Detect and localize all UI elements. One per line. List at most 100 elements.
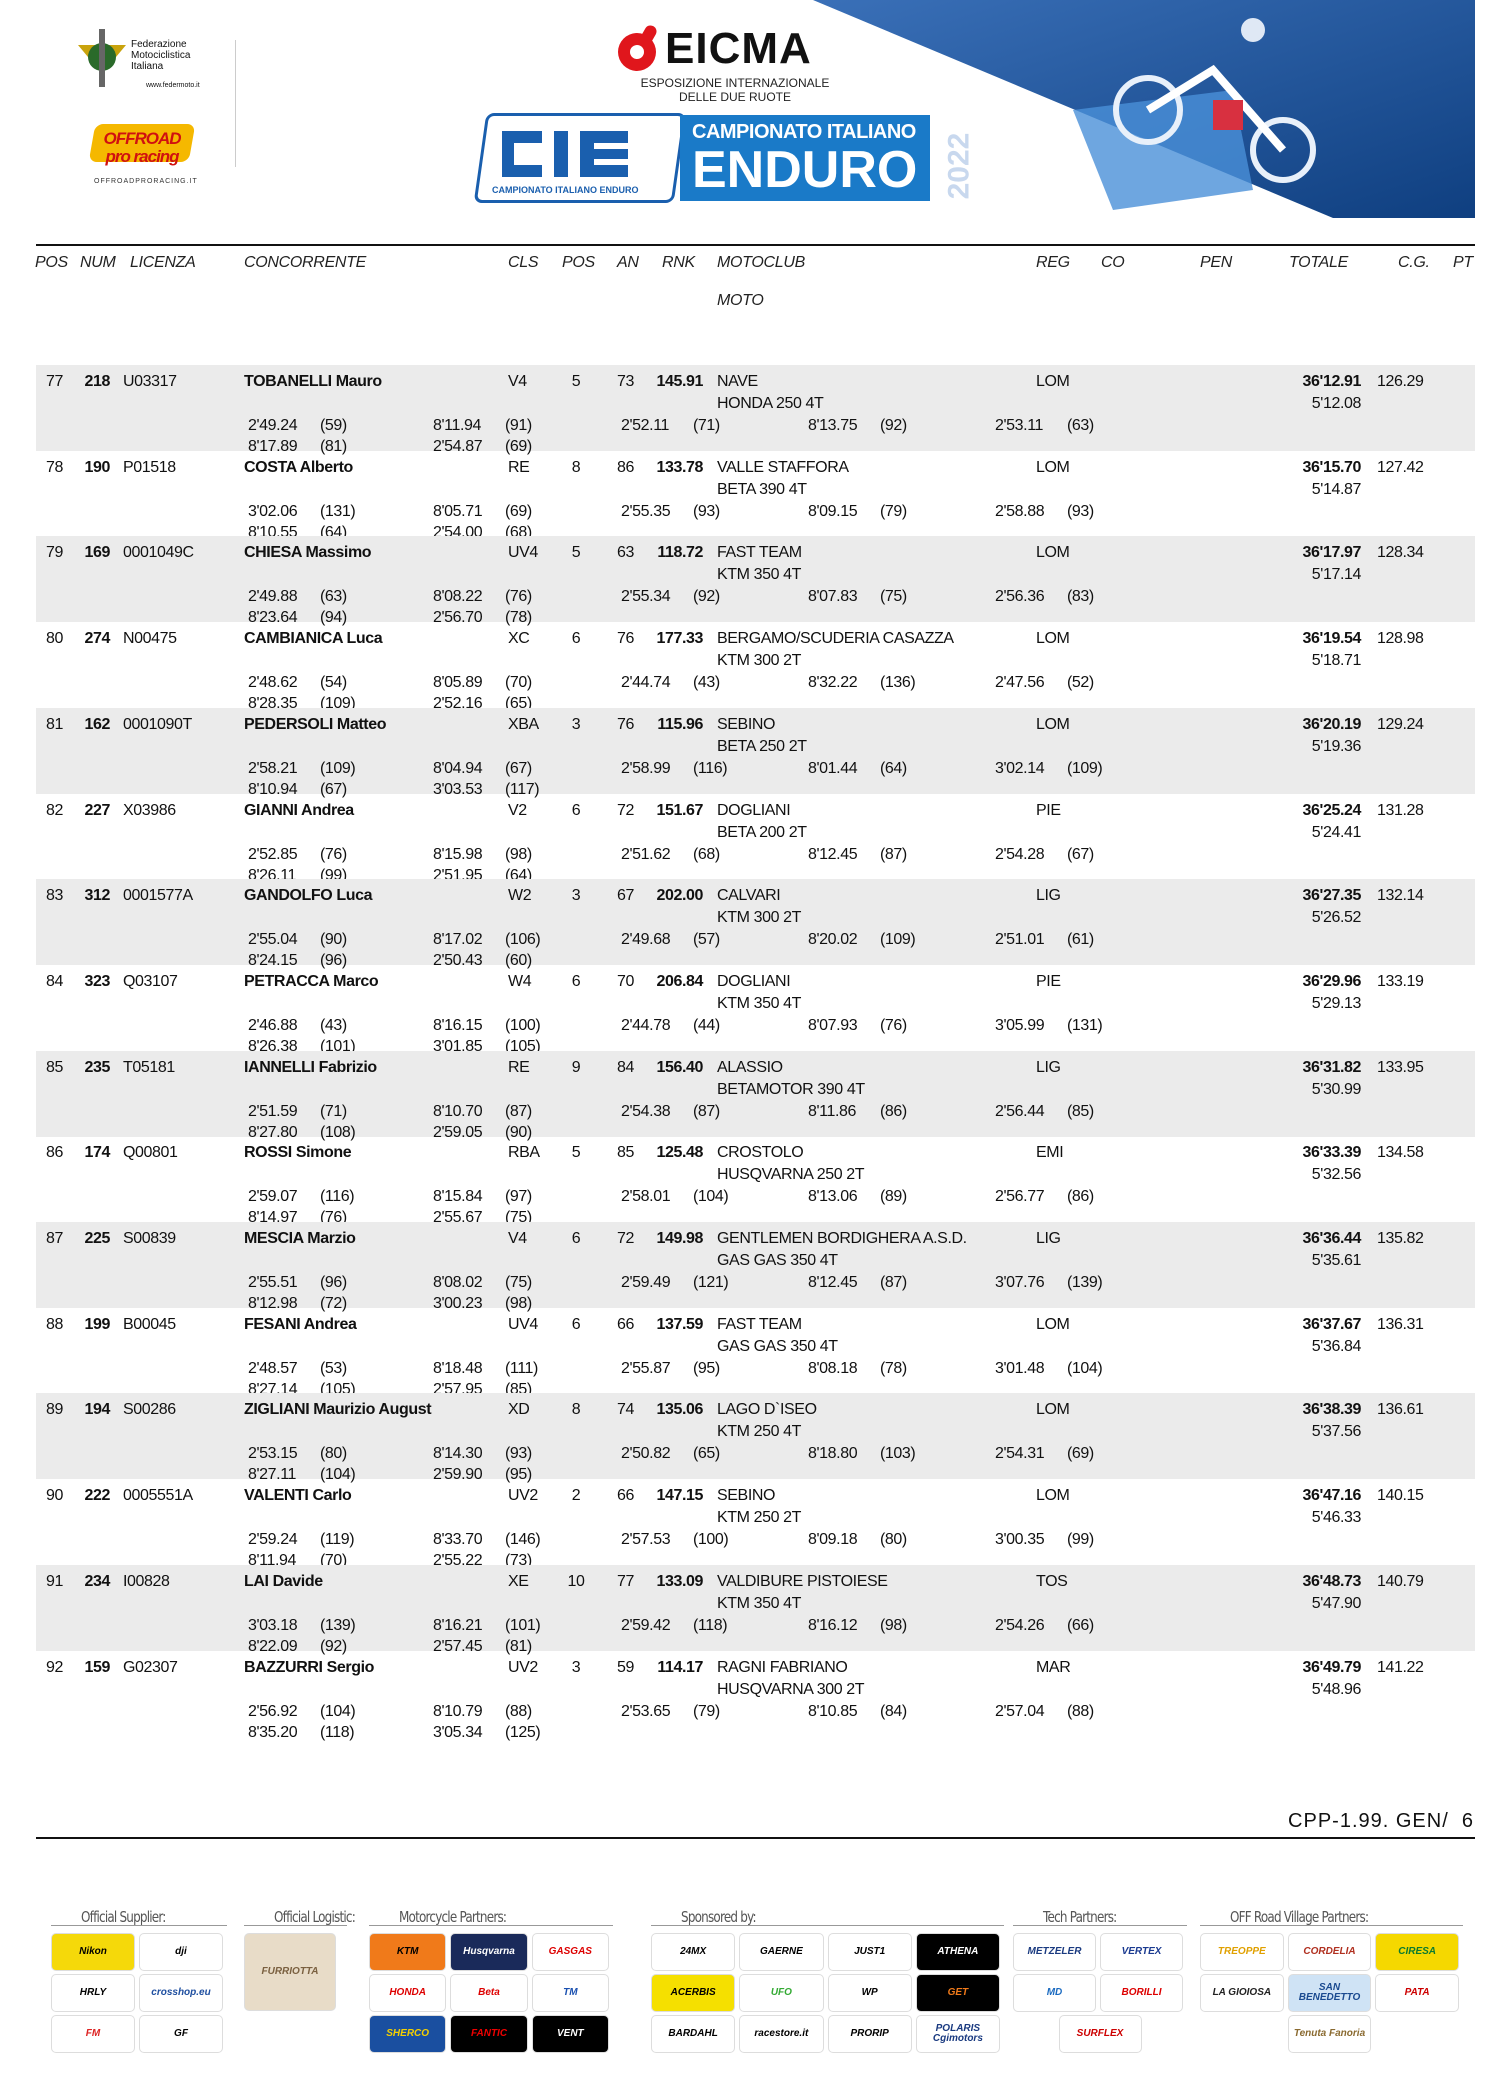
sponsor-logo: POLARIS Cgimotors bbox=[915, 2015, 1000, 2053]
license: B00045 bbox=[123, 1315, 176, 1333]
split-rank: (67) bbox=[1067, 845, 1094, 863]
motoclub: RAGNI FABRIANO bbox=[717, 1658, 848, 1676]
cie-title1: CAMPIONATO ITALIANO bbox=[692, 121, 916, 143]
split-rank: (89) bbox=[880, 1188, 907, 1206]
split-rank: (125) bbox=[505, 1723, 541, 1741]
split-time: 8'12.45 bbox=[808, 1274, 858, 1291]
split-rank: (80) bbox=[880, 1531, 907, 1549]
ranking: 133.78 bbox=[656, 458, 703, 476]
header-rule bbox=[36, 244, 1475, 246]
table-row: 77 218 U03317 TOBANELLI Mauro V4 5 73 145.91 NAV… bbox=[36, 365, 1475, 455]
year: 66 bbox=[617, 1487, 634, 1505]
year: 67 bbox=[617, 887, 634, 905]
ranking: 137.59 bbox=[656, 1315, 703, 1333]
sponsor-logo: Husqvarna bbox=[450, 1933, 528, 1971]
year: 76 bbox=[617, 715, 634, 733]
offroad-url: OFFROADPRORACING.IT bbox=[94, 178, 198, 185]
col-cls: CLS bbox=[508, 254, 539, 271]
sponsor-logo: GF bbox=[139, 2015, 223, 2053]
motorcycle: KTM 350 4T bbox=[717, 566, 802, 584]
split-time: 2'53.15 bbox=[248, 1445, 298, 1463]
class: V4 bbox=[508, 373, 527, 390]
fmi-emblem-icon bbox=[78, 29, 126, 87]
sponsor-logo: FM bbox=[51, 2015, 135, 2053]
class-position: 5 bbox=[571, 373, 581, 390]
split-time: 8'17.89 bbox=[248, 438, 298, 455]
class: UV2 bbox=[508, 1487, 538, 1505]
eicma-line2: DELLE DUE RUOTE bbox=[678, 90, 792, 104]
rider-name: ZIGLIANI Maurizio August bbox=[244, 1401, 432, 1419]
position: 80 bbox=[46, 630, 63, 648]
split-time: 8'09.15 bbox=[808, 502, 858, 520]
split-time: 8'07.93 bbox=[808, 1016, 858, 1034]
split-time: 3'03.53 bbox=[433, 780, 483, 798]
class: XE bbox=[508, 1572, 529, 1590]
split-rank: (131) bbox=[320, 502, 356, 520]
split-rank: (90) bbox=[320, 931, 347, 949]
sponsor-logo: FURRIOTTA bbox=[244, 1933, 336, 2011]
split-rank: (69) bbox=[1067, 1445, 1094, 1463]
ranking: 145.91 bbox=[656, 373, 703, 390]
split-time: 2'58.01 bbox=[621, 1188, 671, 1206]
license: 0001577A bbox=[123, 887, 193, 905]
split-rank: (71) bbox=[693, 417, 720, 434]
table-row: 84 323 Q03107 PETRACCA Marco W4 6 70 206.84 DOGL… bbox=[36, 965, 1475, 1055]
license: 0001090T bbox=[123, 715, 192, 733]
sponsor-logo: dji bbox=[139, 1933, 223, 1971]
position: 85 bbox=[46, 1058, 63, 1076]
gap-time: 5'12.08 bbox=[1311, 395, 1362, 412]
split-rank: (92) bbox=[693, 588, 720, 606]
year: 86 bbox=[617, 458, 634, 476]
race-number: 190 bbox=[84, 458, 111, 476]
class-position: 6 bbox=[571, 1315, 581, 1333]
sponsor-group-title: Motorcycle Partners: bbox=[399, 1908, 507, 1926]
split-rank: (100) bbox=[505, 1016, 541, 1034]
split-rank: (101) bbox=[505, 1616, 541, 1634]
sponsor-logo: LA GIOIOSA bbox=[1200, 1974, 1284, 2012]
class-position: 6 bbox=[571, 972, 581, 990]
motoclub: SEBINO bbox=[717, 1487, 776, 1505]
total-time: 36'19.54 bbox=[1302, 630, 1362, 648]
table-row: 85 235 T05181 IANNELLI Fabrizio RE 9 84 156.40 A… bbox=[36, 1050, 1475, 1141]
split-rank: (87) bbox=[880, 1274, 907, 1291]
split-rank: (76) bbox=[320, 845, 347, 863]
total-time: 36'17.97 bbox=[1302, 544, 1362, 562]
split-time: 8'08.18 bbox=[808, 1359, 858, 1377]
motoclub: SEBINO bbox=[717, 715, 776, 733]
table-row: 80 274 N00475 CAMBIANICA Luca XC 6 76 177.33 BER… bbox=[36, 622, 1475, 712]
region: TOS bbox=[1036, 1572, 1068, 1590]
split-rank: (43) bbox=[693, 674, 720, 692]
class: UV4 bbox=[508, 1315, 538, 1333]
split-rank: (53) bbox=[320, 1359, 347, 1377]
total-time: 36'49.79 bbox=[1302, 1658, 1362, 1676]
split-rank: (103) bbox=[880, 1445, 916, 1463]
split-time: 8'13.06 bbox=[808, 1188, 858, 1206]
race-number: 169 bbox=[84, 544, 111, 562]
motorcycle: BETA 250 2T bbox=[717, 737, 807, 755]
split-rank: (91) bbox=[505, 417, 532, 434]
split-rank: (87) bbox=[880, 845, 907, 863]
motorcycle: GAS GAS 350 4T bbox=[717, 1337, 838, 1355]
split-time: 2'52.11 bbox=[621, 417, 670, 434]
rider-name: FESANI Andrea bbox=[244, 1315, 357, 1333]
ranking: 125.48 bbox=[656, 1144, 703, 1162]
cg-points: 128.34 bbox=[1377, 544, 1424, 562]
split-time: 8'12.45 bbox=[808, 845, 858, 863]
sponsor-logo: racestore.it bbox=[739, 2015, 824, 2053]
split-rank: (69) bbox=[505, 438, 532, 455]
split-time: 8'01.44 bbox=[808, 759, 858, 777]
split-time: 2'59.42 bbox=[621, 1616, 671, 1634]
split-time: 2'54.87 bbox=[433, 438, 483, 455]
offroad-logo: OFFROAD pro racing OFFROADPRORACING.IT bbox=[88, 124, 202, 190]
position: 90 bbox=[46, 1487, 63, 1505]
year: 77 bbox=[617, 1572, 634, 1590]
sponsor-logo: PATA bbox=[1375, 1974, 1459, 2012]
motoclub: GENTLEMEN BORDIGHERA A.S.D. bbox=[717, 1230, 967, 1247]
sponsor-logo: GAERNE bbox=[739, 1933, 824, 1971]
total-time: 36'20.19 bbox=[1302, 715, 1362, 733]
region: LOM bbox=[1036, 715, 1070, 733]
split-time: 2'56.70 bbox=[433, 609, 483, 627]
position: 92 bbox=[46, 1658, 63, 1676]
split-rank: (63) bbox=[1067, 417, 1094, 434]
total-time: 36'12.91 bbox=[1302, 373, 1362, 390]
